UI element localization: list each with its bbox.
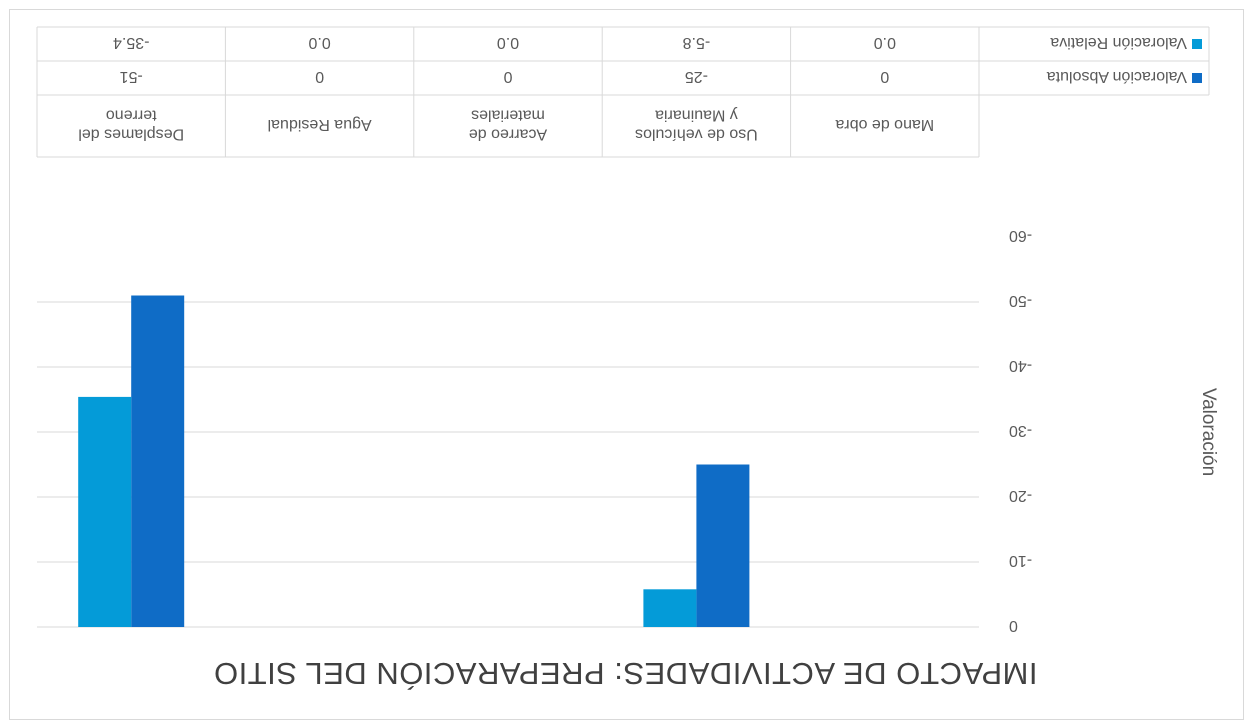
y-tick-label: -40 [1009,357,1032,374]
x-category-label: Agua Residual [268,116,372,133]
legend-label: Valoración Relativa [1050,34,1187,51]
bar [696,464,750,627]
y-tick-label: -20 [1009,487,1032,504]
data-label: -51 [120,68,143,85]
y-tick-label: -30 [1009,422,1032,439]
x-category-label: Mano de obra [835,116,934,133]
y-tick-label: -10 [1009,552,1032,569]
data-label: 0.0 [308,34,330,51]
data-label: -25 [685,68,708,85]
data-label: 0 [880,68,889,85]
x-category-label: Acarreo de [469,126,547,143]
legend-swatch [1192,73,1202,83]
data-label: 0.0 [874,34,896,51]
y-tick-label: -60 [1009,227,1032,244]
y-tick-label: 0 [1009,617,1018,634]
data-label: -35.4 [113,34,150,51]
x-category-label: Desplames del [78,126,184,143]
legend-label: Valoración Absoluta [1047,68,1187,85]
x-category-label: Uso de vehículos [635,126,758,143]
data-label: 0 [503,68,512,85]
x-category-label: terreno [106,107,157,124]
x-category-label: y Mauinaria [655,107,738,124]
y-axis-label: Valoración [1198,388,1219,476]
data-label: 0 [315,68,324,85]
y-tick-label: -50 [1009,292,1032,309]
x-category-label: materiales [471,107,545,124]
data-label: -5.8 [683,34,711,51]
legend-swatch [1192,39,1202,49]
bar [643,589,697,627]
bar [131,295,185,627]
data-label: 0.0 [497,34,519,51]
bar [78,396,132,627]
